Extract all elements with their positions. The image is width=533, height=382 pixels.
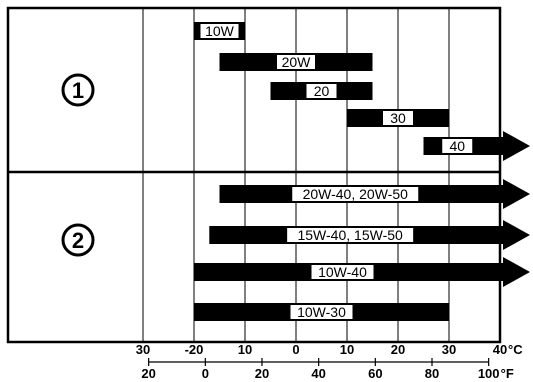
bar-arrow [503, 257, 530, 287]
axis: 30 -20 10 0 10 20 30 40 °C20 0 20 40 60 80 100 °F [136, 342, 523, 381]
bar-1-4: 30 [347, 109, 449, 127]
group-marker-number: 2 [72, 228, 84, 253]
bar-arrow [503, 131, 530, 161]
bar-2-4: 10W-30 [194, 303, 449, 321]
bar-label: 40 [449, 138, 465, 154]
bar-label-box [290, 305, 353, 319]
group-marker-1: 1 [61, 73, 95, 107]
fahrenheit-tick-label-6: 100 [478, 366, 500, 381]
fahrenheit-tick-label-0: 20 [141, 366, 155, 381]
celsius-unit: °C [508, 342, 523, 357]
celsius-tick-label-6: 30 [442, 342, 456, 357]
fahrenheit-tick-label-5: 80 [425, 366, 439, 381]
bar-label-box [287, 228, 414, 242]
bar-1-1: 10W [194, 22, 245, 40]
fahrenheit-tick-label-2: 20 [255, 366, 269, 381]
bar-label-box [292, 187, 419, 201]
bar-label-box [306, 84, 337, 98]
bar-label: 20W-40, 20W-50 [303, 186, 409, 202]
bar-label-box [200, 24, 239, 38]
bar-1-5: 40 [423, 131, 530, 161]
bar-label: 10W [205, 23, 235, 39]
bar-label-box [383, 111, 413, 125]
celsius-tick-label-5: 20 [391, 342, 405, 357]
bar-label: 20W [282, 54, 312, 70]
fahrenheit-tick-label-1: 0 [202, 366, 209, 381]
celsius-tick-label-7: 40 [493, 342, 507, 357]
bar-label: 10W-30 [297, 304, 346, 320]
chart-frame [6, 6, 502, 344]
group-markers: 12 [61, 73, 95, 257]
bar-label-box [311, 265, 374, 279]
bar-label-box [442, 139, 473, 153]
group-marker-2: 2 [61, 223, 95, 257]
group-marker-number: 1 [72, 78, 84, 103]
bar-label: 15W-40, 15W-50 [297, 227, 403, 243]
celsius-tick-label-1: -20 [185, 342, 204, 357]
bar-1-2: 20W [219, 53, 373, 71]
fahrenheit-unit: °F [501, 366, 514, 381]
celsius-tick-label-3: 0 [292, 342, 299, 357]
group-marker-circle [61, 223, 95, 257]
bar-2-3: 10W-40 [194, 257, 530, 287]
bar-label-box [277, 55, 315, 69]
bar-label: 20 [314, 83, 330, 99]
celsius-tick-label-2: 10 [238, 342, 252, 357]
bar-arrow [503, 179, 530, 209]
bar-1-3: 20 [270, 82, 373, 100]
bar-2-2: 15W-40, 15W-50 [209, 220, 530, 250]
bar-2-1: 20W-40, 20W-50 [219, 179, 530, 209]
celsius-tick-label-0: 30 [136, 342, 150, 357]
bar-label: 10W-40 [318, 264, 367, 280]
celsius-tick-label-4: 10 [340, 342, 354, 357]
bar-arrow [503, 220, 530, 250]
fahrenheit-tick-label-4: 60 [368, 366, 382, 381]
bar-label: 30 [390, 110, 406, 126]
fahrenheit-tick-label-3: 40 [311, 366, 325, 381]
group-marker-circle [61, 73, 95, 107]
